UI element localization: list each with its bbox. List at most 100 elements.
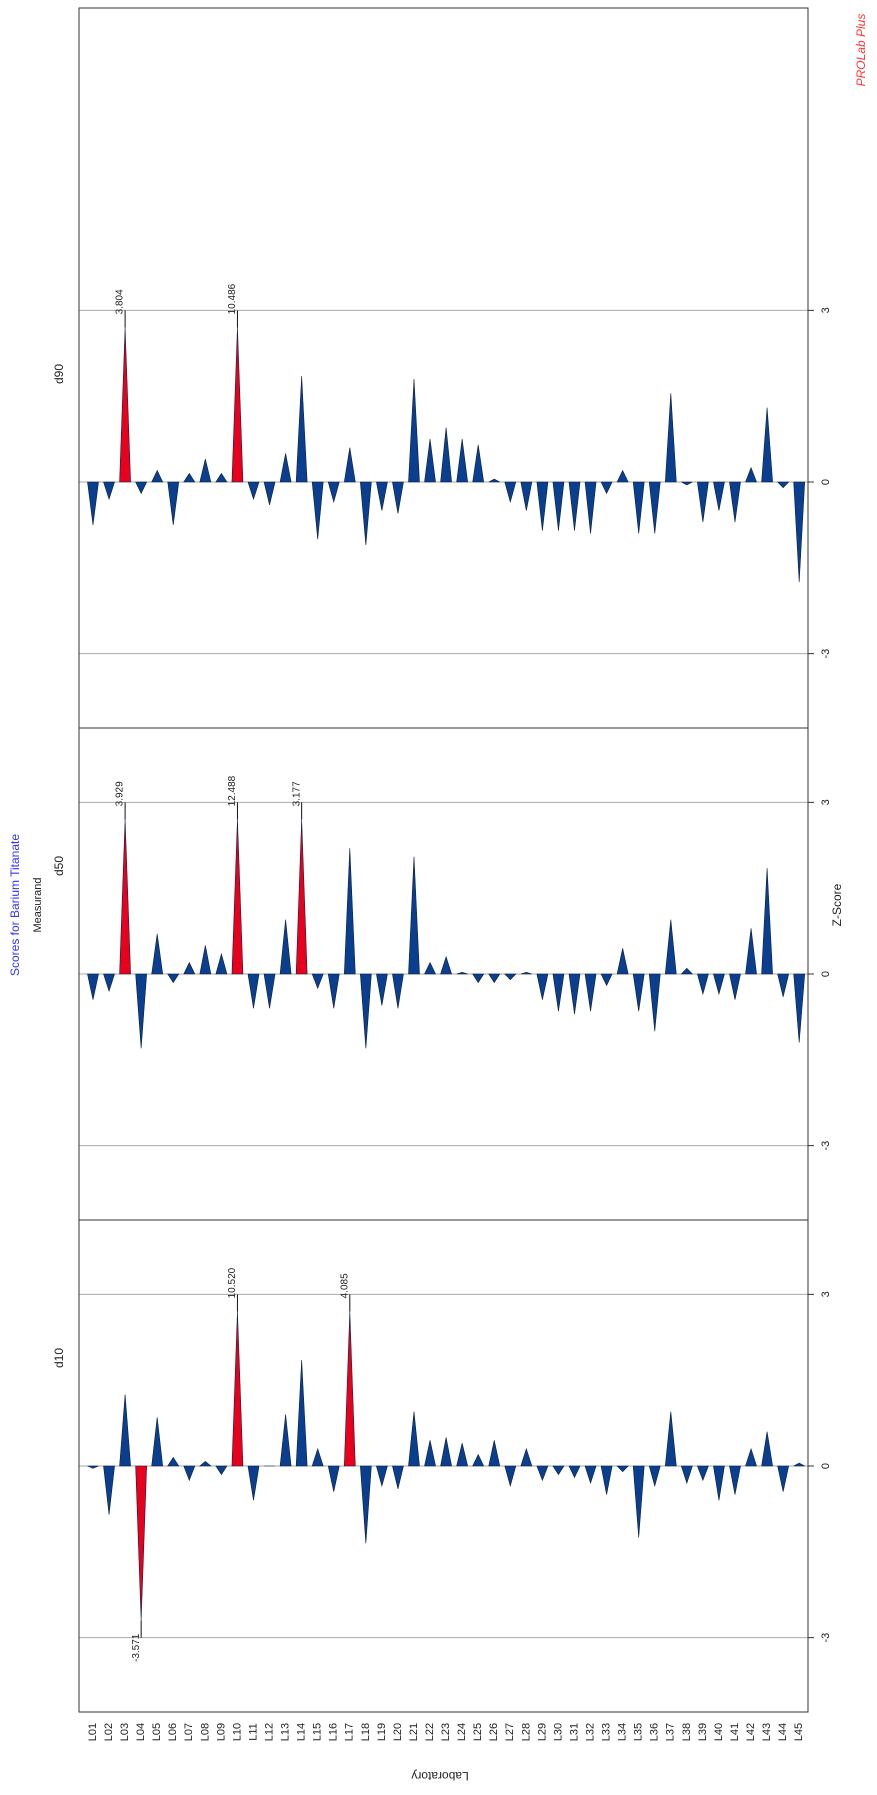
z-tick-label: -3 bbox=[820, 1633, 832, 1643]
bar-d90-L36 bbox=[648, 481, 661, 534]
bar-d90-L34 bbox=[616, 469, 629, 483]
bar-d50-L01 bbox=[87, 973, 99, 1000]
bar-d10-L17 bbox=[343, 1311, 356, 1467]
bar-d10-L20 bbox=[392, 1465, 404, 1489]
lab-tick-label: L42 bbox=[745, 1723, 757, 1741]
bar-d10-L26 bbox=[488, 1440, 501, 1467]
bar-d50-L36 bbox=[648, 973, 661, 1032]
bar-d50-L04 bbox=[135, 973, 147, 1049]
text-layer: -3 0 3 -3 0 3 -3 0 3 L01 L02 L03 L04 L05 L06 L07 L08 L09 L… bbox=[8, 14, 868, 1783]
bar-d10-L45 bbox=[793, 1462, 805, 1467]
bar-d90-L10 bbox=[231, 327, 244, 483]
bar-d50-L32 bbox=[584, 973, 597, 1012]
bar-d10-L13 bbox=[279, 1414, 292, 1467]
bar-d10-L25 bbox=[472, 1453, 485, 1467]
bar-d50-L39 bbox=[697, 973, 709, 996]
bar-d10-L28 bbox=[520, 1447, 533, 1467]
lab-tick-label: L41 bbox=[729, 1723, 741, 1741]
z-tick-label: 3 bbox=[820, 307, 832, 313]
bar-d10-L10 bbox=[231, 1311, 244, 1467]
bar-d50-L03 bbox=[119, 819, 131, 975]
bar-d10-L33 bbox=[600, 1465, 613, 1495]
bar-d90-L40 bbox=[713, 481, 725, 511]
bar-d90-L06 bbox=[167, 481, 180, 525]
bar-d50-L28 bbox=[520, 971, 532, 975]
bar-d10-L37 bbox=[664, 1411, 677, 1467]
bar-d90-L41 bbox=[729, 481, 741, 523]
lab-tick-label: L17 bbox=[344, 1723, 356, 1741]
bar-d10-L22 bbox=[424, 1440, 436, 1467]
bar-d10-L02 bbox=[103, 1465, 115, 1515]
bar-d90-L17 bbox=[343, 447, 356, 483]
bar-d10-L14 bbox=[295, 1360, 308, 1467]
bar-d50-L21 bbox=[408, 856, 420, 975]
lab-tick-label: L32 bbox=[584, 1723, 596, 1741]
bar-d90-L28 bbox=[520, 481, 533, 511]
bar-d10-L32 bbox=[584, 1465, 597, 1485]
bar-d90-L20 bbox=[392, 481, 404, 514]
z-tick-label: 0 bbox=[820, 1463, 832, 1469]
lab-tick-label: L25 bbox=[472, 1723, 484, 1741]
bar-d10-L41 bbox=[729, 1465, 741, 1495]
lab-tick-label: L03 bbox=[119, 1723, 131, 1741]
bar-d90-L31 bbox=[568, 481, 581, 531]
bar-d10-L09 bbox=[215, 1465, 228, 1476]
bar-d50-L15 bbox=[311, 973, 324, 990]
bar-d50-L19 bbox=[376, 973, 388, 1006]
bar-d90-L22 bbox=[424, 439, 436, 483]
bar-d90-L23 bbox=[440, 427, 452, 483]
lab-tick-label: L15 bbox=[312, 1723, 324, 1741]
lab-tick-label: L44 bbox=[777, 1723, 789, 1741]
bar-d90-L29 bbox=[536, 481, 549, 531]
lab-tick-label: L22 bbox=[424, 1723, 436, 1741]
bar-d50-L40 bbox=[713, 973, 725, 996]
bar-d10-L18 bbox=[360, 1465, 372, 1544]
bar-d50-L38 bbox=[680, 967, 694, 975]
lab-tick-label: L29 bbox=[536, 1723, 548, 1741]
bar-d90-L30 bbox=[552, 481, 565, 531]
z-tick-label: 0 bbox=[820, 971, 832, 977]
bar-d50-L45 bbox=[793, 973, 806, 1043]
lab-tick-label: L43 bbox=[761, 1723, 773, 1741]
bar-d10-L27 bbox=[504, 1465, 517, 1488]
bar-d50-L16 bbox=[327, 973, 340, 1009]
bar-d50-L14 bbox=[295, 819, 308, 975]
bar-d10-L44 bbox=[777, 1465, 790, 1492]
bar-d50-L35 bbox=[632, 973, 645, 1012]
bar-d50-L17 bbox=[343, 848, 356, 975]
bar-d10-L07 bbox=[183, 1465, 196, 1482]
bar-d10-L21 bbox=[408, 1411, 420, 1467]
lab-tick-label: L31 bbox=[568, 1723, 580, 1741]
bar-d50-L25 bbox=[472, 973, 485, 984]
lab-tick-label: L07 bbox=[183, 1723, 195, 1741]
lab-tick-label: L19 bbox=[376, 1723, 388, 1741]
bar-d10-L38 bbox=[680, 1465, 693, 1485]
lab-tick-label: L38 bbox=[681, 1723, 693, 1741]
lab-tick-label: L12 bbox=[263, 1723, 275, 1741]
bar-d10-L03 bbox=[119, 1394, 131, 1467]
lab-tick-label: L08 bbox=[199, 1723, 211, 1741]
bar-d90-L08 bbox=[199, 459, 212, 483]
facet-label-d90: d90 bbox=[52, 364, 66, 384]
bar-d10-L43 bbox=[761, 1431, 773, 1467]
lab-tick-label: L37 bbox=[665, 1723, 677, 1741]
bar-d10-L39 bbox=[696, 1465, 709, 1482]
bar-d50-L11 bbox=[247, 973, 260, 1009]
lab-tick-label: L14 bbox=[296, 1723, 308, 1741]
bar-d10-L11 bbox=[247, 1465, 260, 1501]
bar-d90-L04 bbox=[135, 481, 148, 495]
lab-tick-label: L24 bbox=[456, 1723, 468, 1741]
z-tick-label: -3 bbox=[820, 649, 832, 659]
lab-tick-label: L45 bbox=[793, 1723, 805, 1741]
outlier-label-d50-L10: 12.488 bbox=[227, 775, 238, 806]
lab-tick-label: L27 bbox=[504, 1723, 516, 1741]
lab-tick-label: L10 bbox=[231, 1723, 243, 1741]
bar-d90-L32 bbox=[584, 481, 597, 534]
x-axis-label: Laboratory bbox=[411, 1769, 468, 1783]
bar-d90-L19 bbox=[376, 481, 388, 511]
outlier-label-d10-L10: 10.520 bbox=[227, 1267, 238, 1298]
bar-d90-L07 bbox=[183, 472, 196, 483]
lab-tick-label: L35 bbox=[633, 1723, 645, 1741]
tick-layer bbox=[124, 309, 814, 1639]
